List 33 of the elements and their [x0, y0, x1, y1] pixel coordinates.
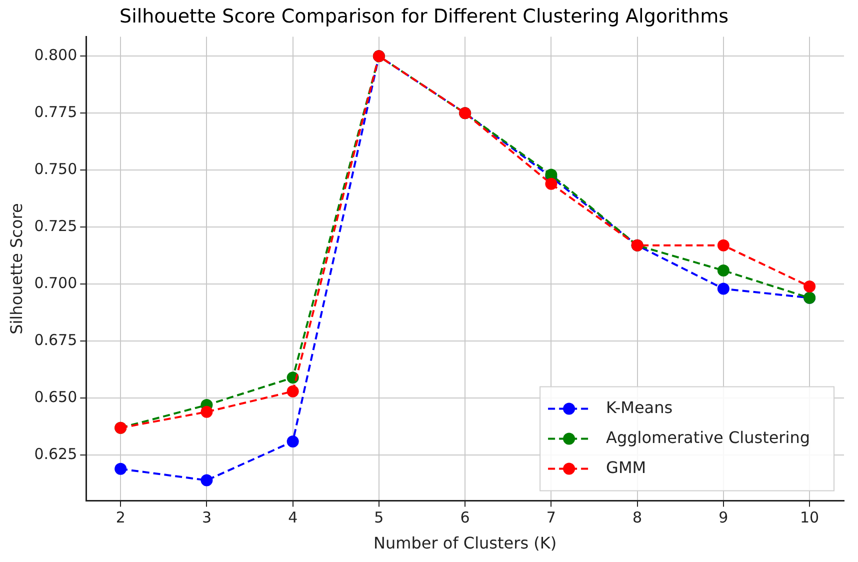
legend-label: Agglomerative Clustering [606, 428, 810, 447]
x-tick-label: 8 [632, 508, 642, 527]
y-tick-label: 0.625 [34, 445, 78, 464]
point [286, 436, 299, 448]
y-tick-label: 0.700 [34, 274, 78, 292]
point [114, 462, 127, 475]
y-axis-title: Silhouette Score [6, 203, 26, 334]
point [200, 474, 213, 486]
x-tick-label: 5 [374, 508, 384, 527]
y-tick-label: 0.800 [34, 46, 78, 64]
point [545, 178, 558, 190]
x-tick-label: 4 [288, 508, 298, 527]
x-tick-label: 6 [460, 508, 470, 527]
y-tick-label: 0.675 [34, 331, 78, 350]
x-axis-title: Number of Clusters (K) [374, 534, 557, 553]
point [717, 282, 730, 295]
chart-title: Silhouette Score Comparison for Different Clustering Algorithms [120, 5, 728, 28]
point [717, 239, 730, 252]
x-tick-label: 9 [718, 508, 728, 527]
x-tick-label: 10 [800, 508, 820, 527]
x-tick-label: 2 [116, 508, 126, 527]
y-tick-label: 0.725 [34, 217, 78, 236]
point [804, 280, 816, 292]
y-tick-label: 0.775 [34, 103, 78, 122]
point [286, 385, 299, 398]
point [717, 264, 730, 277]
y-tick-label: 0.650 [34, 388, 78, 406]
x-tick-label: 3 [202, 508, 212, 527]
legend-label: GMM [606, 458, 646, 477]
point [200, 406, 213, 418]
legend-label: K-Means [606, 398, 673, 417]
x-tick-label: 7 [546, 508, 556, 527]
y-tick-label: 0.750 [34, 160, 78, 178]
